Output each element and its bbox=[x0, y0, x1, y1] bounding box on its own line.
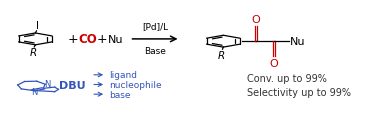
Text: DBU: DBU bbox=[59, 80, 85, 90]
Text: Nu: Nu bbox=[108, 35, 123, 45]
Text: +: + bbox=[67, 33, 78, 46]
Text: I: I bbox=[36, 21, 39, 31]
Text: base: base bbox=[109, 90, 130, 99]
Text: ligand: ligand bbox=[109, 71, 137, 80]
Text: R: R bbox=[30, 48, 37, 58]
Text: N: N bbox=[31, 87, 38, 96]
Text: Base: Base bbox=[144, 47, 166, 56]
Text: Conv. up to 99%: Conv. up to 99% bbox=[248, 73, 327, 83]
Text: O: O bbox=[270, 59, 278, 69]
Text: Selectivity up to 99%: Selectivity up to 99% bbox=[248, 87, 352, 97]
Text: N: N bbox=[44, 79, 50, 88]
Text: R: R bbox=[218, 50, 225, 60]
Text: Nu: Nu bbox=[290, 37, 306, 47]
Text: CO: CO bbox=[78, 33, 97, 46]
Text: [Pd]/L: [Pd]/L bbox=[142, 22, 168, 31]
Text: O: O bbox=[252, 15, 260, 25]
Text: nucleophile: nucleophile bbox=[109, 80, 162, 89]
Text: +: + bbox=[97, 33, 108, 46]
